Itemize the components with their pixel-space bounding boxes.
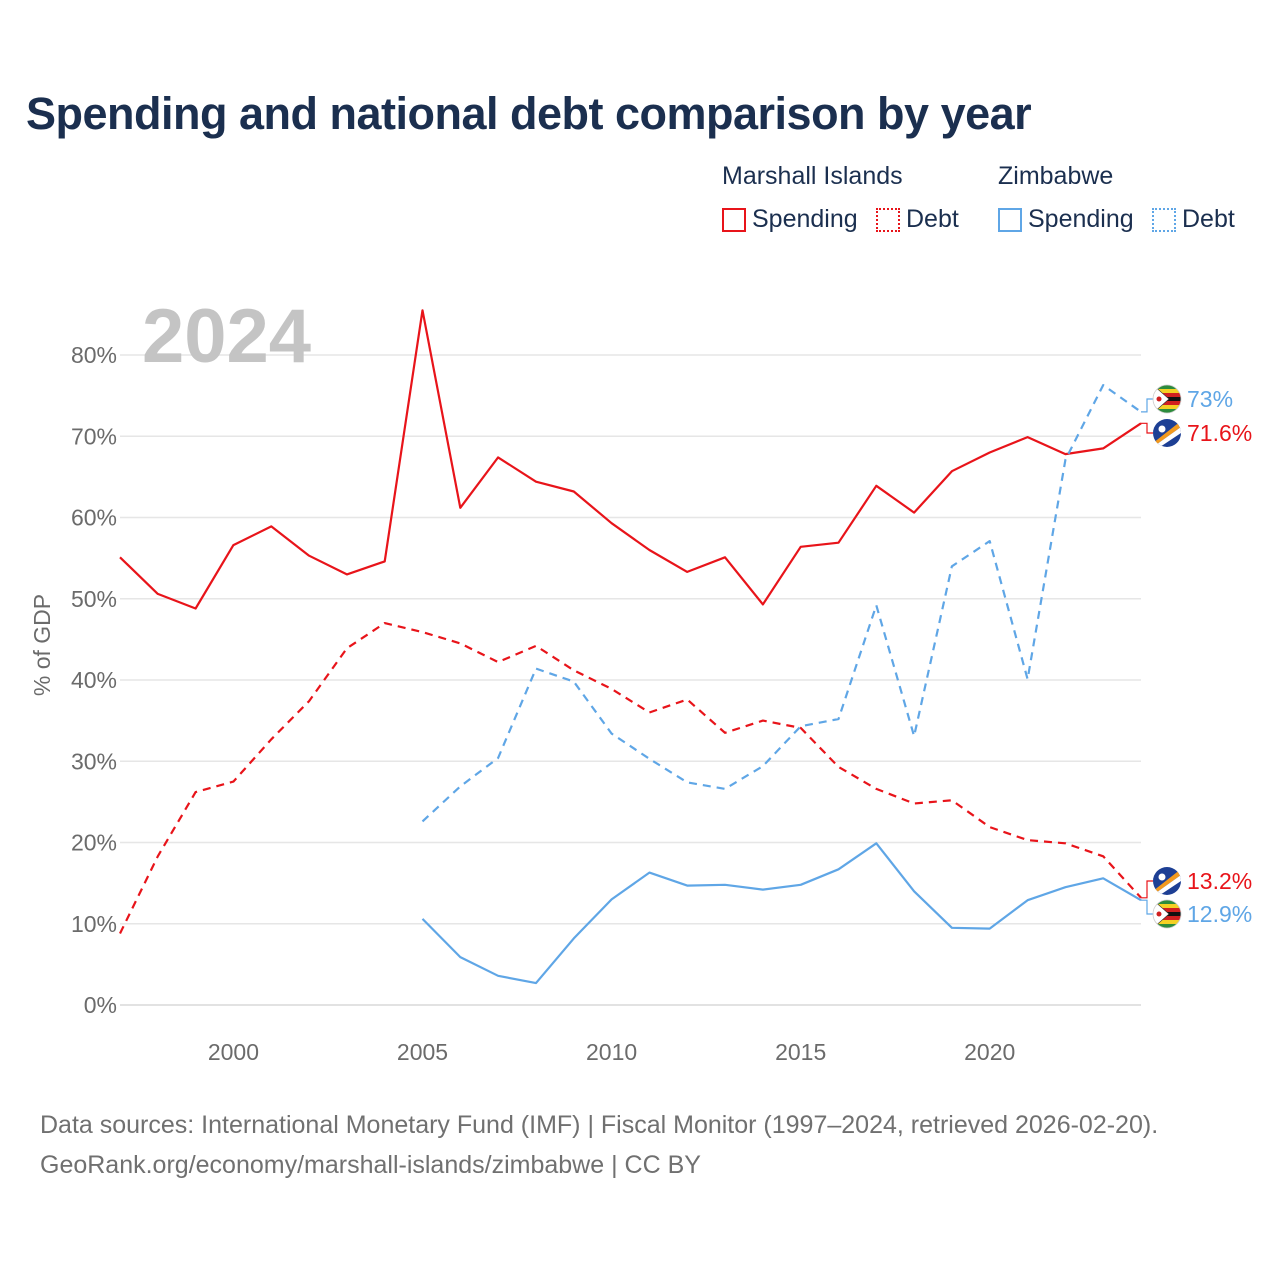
legend-country-marshall-islands: Marshall Islands [722,162,903,190]
y-tick-label: 70% [71,423,117,449]
series-line-zimbabwe-spending[interactable] [421,842,1142,985]
marshall-islands-flag-icon [1153,867,1181,895]
flag-stripe [1153,385,1181,390]
legend-item-zimbabwe-spending[interactable]: Spending [998,205,1134,234]
flag-star [1158,425,1166,433]
end-label-connector [1141,899,1153,915]
end-value-label: 12.9% [1187,901,1252,927]
legend-item-marshall-debt[interactable]: Debt [876,205,959,234]
source-line-2: GeoRank.org/economy/marshall-islands/zim… [40,1151,701,1179]
zimbabwe-flag-icon [1152,899,1182,929]
y-tick-label: 60% [71,505,117,531]
y-tick-label: 30% [71,748,117,774]
flag-band-white [1153,427,1181,447]
flag-stripe [1153,405,1181,410]
year-watermark: 2024 [142,294,311,379]
flag-stripe [1153,904,1181,909]
flag-star [1156,396,1162,402]
flag-stripe [1153,401,1181,406]
legend-country-zimbabwe: Zimbabwe [998,162,1114,190]
zimbabwe-flag-icon [1152,384,1182,414]
legend-swatch-solid-red [722,207,746,232]
legend-item-zimbabwe-debt[interactable]: Debt [1152,205,1235,234]
x-tick-label: 2005 [397,1039,448,1065]
x-tick-label: 2000 [208,1039,259,1065]
chart-title: Spending and national debt comparison by… [26,88,1032,139]
flag-stripe [1153,920,1181,925]
flag-band-orange [1153,869,1181,895]
y-tick-label: 20% [71,830,117,856]
end-label-connector [1141,880,1153,899]
legend-swatch-dotted-red [876,207,900,232]
end-value-label: 71.6% [1187,420,1252,446]
flag-stripe [1153,908,1181,913]
flag-stripe [1153,924,1181,928]
y-tick-label: 40% [71,667,117,693]
x-tick-label: 2015 [775,1039,826,1065]
legend-swatch-dotted-blue [1152,207,1176,232]
y-tick-label: 0% [84,992,117,1018]
x-axis-ticks: 2000 2005 2010 2015 2020 [208,1039,1015,1065]
end-value-label: 13.2% [1187,868,1252,894]
flag-stripe [1153,916,1181,921]
source-note: Data sources: International Monetary Fun… [40,1105,1158,1185]
end-label-connector [1141,422,1153,434]
series-line-marshall-islands-debt[interactable] [119,621,1142,934]
series-line-zimbabwe-debt[interactable] [421,384,1142,823]
source-line-1: Data sources: International Monetary Fun… [40,1111,1159,1139]
y-axis-ticks: 0% 10% 20% 30% 40% 50% 60% 70% 80% [71,342,117,1018]
flag-stripe [1153,900,1181,905]
x-tick-label: 2020 [964,1039,1015,1065]
flag-star [1158,873,1166,881]
end-value-label: 73% [1187,386,1233,412]
y-axis-title: % of GDP [29,594,55,696]
line-chart: 2024 0% 10% 20% 30% 40% 50% 60% 70% 80% 2000 2005… [29,294,1252,1065]
legend-swatch-solid-blue [998,207,1022,232]
y-tick-label: 50% [71,586,117,612]
flag-outline [1152,899,1182,929]
y-tick-label: 10% [71,911,117,937]
x-tick-label: 2010 [586,1039,637,1065]
legend-label: Spending [1028,205,1134,233]
flag-outline [1152,384,1182,414]
series-line-marshall-islands-spending[interactable] [119,309,1142,610]
flag-band-orange [1153,421,1181,447]
legend-label: Spending [752,205,858,233]
end-labels: 71.6% 13.2% 12.9% 73% [1141,384,1252,929]
gridlines [120,354,1141,1006]
y-tick-label: 80% [71,342,117,368]
legend-item-marshall-spending[interactable]: Spending [722,205,858,234]
flag-stripe [1153,409,1181,413]
flag-stripe [1153,393,1181,398]
flag-band-white [1153,875,1181,895]
legend-label: Debt [1182,205,1235,233]
flag-stripe [1153,389,1181,394]
legend-label: Debt [906,205,959,233]
end-label-connector [1141,398,1153,413]
flag-star [1156,911,1162,917]
series-lines [119,309,1142,985]
marshall-islands-flag-icon [1153,419,1181,447]
